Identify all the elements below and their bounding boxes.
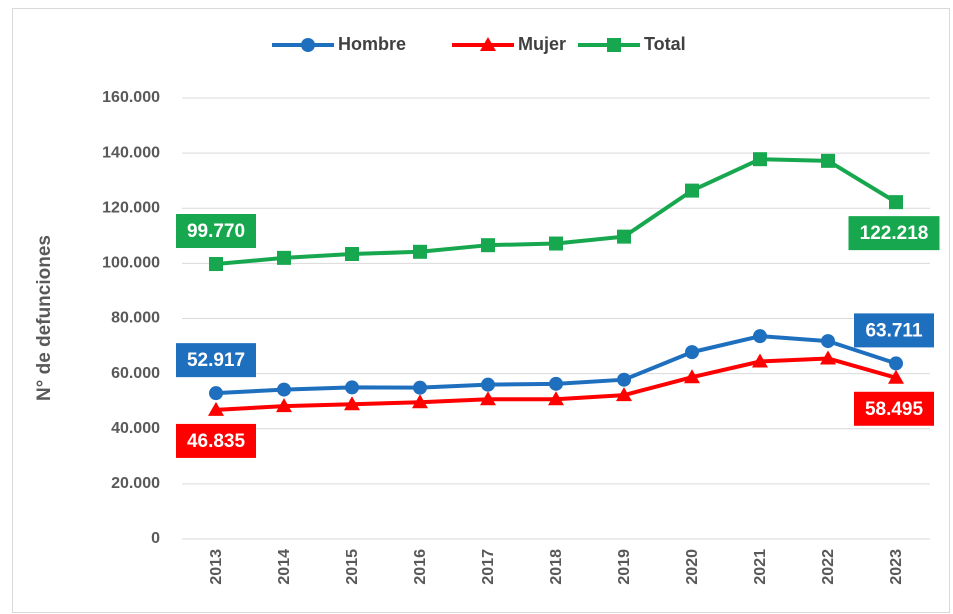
value-label: 99.770: [187, 221, 245, 242]
value-label-box: [176, 214, 256, 249]
y-tick-label: 100.000: [102, 255, 160, 272]
data-point: [753, 329, 767, 344]
y-tick-label: 60.000: [111, 365, 160, 382]
legend-label: Hombre: [338, 34, 406, 54]
value-label-group: 122.218: [848, 216, 940, 251]
data-point: [277, 250, 291, 265]
data-point: [412, 394, 428, 409]
data-point: [345, 380, 359, 395]
data-point: [889, 195, 903, 210]
value-label-group: 52.917: [176, 343, 256, 378]
data-point: [345, 247, 359, 262]
data-point: [209, 257, 223, 272]
data-point: [889, 356, 903, 371]
data-point: [821, 334, 835, 349]
data-point: [480, 391, 496, 406]
data-point: [616, 387, 632, 402]
legend-marker: [301, 38, 315, 52]
x-tick-label: 2019: [616, 549, 633, 585]
data-point: [617, 372, 631, 387]
value-label: 122.218: [860, 223, 929, 244]
x-tick-label: 2020: [684, 549, 701, 585]
x-tick-label: 2018: [548, 549, 565, 585]
value-label: 46.835: [187, 431, 246, 452]
x-tick-label: 2015: [344, 549, 361, 585]
data-point: [617, 229, 631, 244]
data-point: [685, 345, 699, 360]
legend-label: Mujer: [518, 34, 566, 54]
value-label-group: 58.495: [854, 391, 934, 426]
data-point: [208, 401, 224, 416]
data-point: [481, 377, 495, 392]
data-point: [684, 369, 700, 384]
data-point: [685, 183, 699, 198]
x-tick-label: 2023: [888, 549, 905, 585]
x-tick-label: 2014: [276, 549, 293, 585]
value-label-box: [854, 391, 934, 426]
value-label: 58.495: [865, 399, 924, 420]
data-point: [276, 398, 292, 413]
chart-border: [12, 8, 950, 613]
value-label-box: [854, 313, 934, 348]
y-tick-label: 0: [151, 530, 160, 547]
data-point: [209, 386, 223, 401]
x-tick-label: 2017: [480, 549, 497, 585]
data-point: [481, 238, 495, 253]
data-point: [344, 396, 360, 411]
y-tick-label: 40.000: [111, 420, 160, 437]
legend-marker: [480, 37, 496, 51]
data-point: [549, 236, 563, 251]
data-point: [277, 382, 291, 397]
legend-marker: [607, 38, 621, 52]
y-axis-title: N° de defunciones: [34, 235, 55, 401]
data-point: [413, 244, 427, 259]
y-tick-label: 120.000: [102, 199, 160, 216]
value-label: 52.917: [187, 350, 245, 371]
x-tick-label: 2021: [752, 549, 769, 585]
data-point: [820, 350, 836, 365]
legend-label: Total: [644, 34, 686, 54]
value-label-group: 99.770: [176, 214, 256, 249]
value-label-group: 46.835: [176, 423, 256, 458]
data-point: [888, 369, 904, 384]
x-tick-label: 2022: [820, 549, 837, 585]
data-point: [752, 353, 768, 368]
x-tick-label: 2016: [412, 549, 429, 585]
data-point: [821, 153, 835, 168]
data-point: [753, 152, 767, 167]
x-tick-label: 2013: [208, 549, 225, 585]
y-tick-label: 80.000: [111, 310, 160, 327]
value-label: 63.711: [865, 320, 922, 341]
value-label-box: [176, 423, 256, 458]
data-point: [413, 380, 427, 395]
y-tick-label: 160.000: [102, 89, 160, 106]
data-point: [549, 376, 563, 391]
data-point: [548, 391, 564, 406]
y-tick-label: 140.000: [102, 144, 160, 161]
y-tick-label: 20.000: [111, 475, 160, 492]
value-label-box: [848, 216, 940, 251]
value-label-group: 63.711: [854, 313, 934, 348]
value-label-box: [176, 343, 256, 378]
